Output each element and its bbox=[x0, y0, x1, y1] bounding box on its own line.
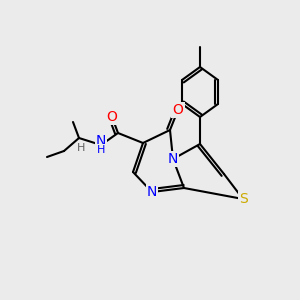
Text: O: O bbox=[172, 103, 183, 117]
Text: H: H bbox=[77, 143, 85, 153]
Text: N: N bbox=[96, 134, 106, 148]
Text: H: H bbox=[97, 145, 105, 155]
Text: N: N bbox=[147, 185, 157, 199]
Text: S: S bbox=[238, 192, 247, 206]
Text: O: O bbox=[106, 110, 117, 124]
Text: N: N bbox=[168, 152, 178, 166]
